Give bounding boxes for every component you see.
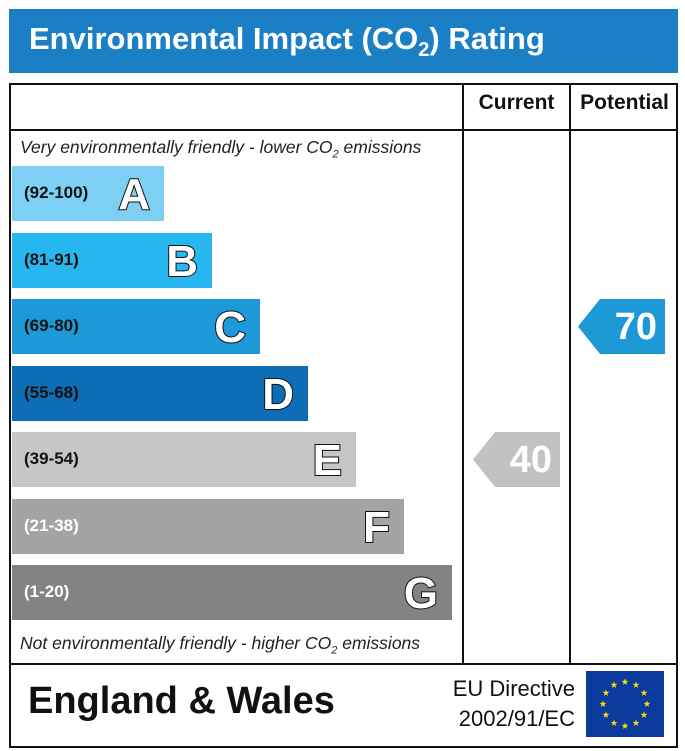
- divider-potential-left: [569, 83, 571, 665]
- band-range-label: (39-54): [24, 449, 79, 468]
- band-range-label: (81-91): [24, 249, 79, 269]
- footer-country: England & Wales: [28, 680, 335, 722]
- eu-flag-icon: [586, 671, 664, 737]
- eu-star-icon: [640, 689, 648, 696]
- eu-star-icon: [632, 681, 640, 688]
- eu-star-icon: [610, 719, 618, 726]
- band-letter-label: F: [362, 502, 391, 553]
- current-rating-arrow-value: 40: [509, 439, 552, 481]
- band-letter-label: E: [312, 435, 343, 486]
- potential-rating-arrow-value: 70: [614, 306, 657, 348]
- band-range-label: (55-68): [24, 382, 79, 402]
- band-range-label: (1-20): [24, 582, 70, 601]
- note-bottom: Not environmentally friendly - higher CO…: [20, 633, 421, 657]
- band-b: (81-91) B: [12, 232, 212, 288]
- band-letter-label: G: [403, 568, 439, 619]
- column-header-current: Current: [478, 91, 555, 114]
- band-letter-label: C: [213, 302, 247, 353]
- divider-current-left: [462, 83, 464, 665]
- eu-star-icon: [621, 722, 629, 729]
- footer-divider: [9, 663, 678, 665]
- eu-star-icon: [632, 719, 640, 726]
- title-bar: Environmental Impact (CO2) Rating: [9, 9, 678, 73]
- band-letter-label: D: [261, 369, 295, 420]
- band-e: (39-54) E: [12, 432, 356, 487]
- band-d: (55-68) D: [12, 365, 308, 421]
- eu-star-icon: [610, 681, 618, 688]
- chart-frame: [9, 83, 678, 748]
- band-letter-label: A: [117, 169, 151, 220]
- eu-star-icon: [640, 711, 648, 718]
- band-g: (1-20) G: [12, 565, 452, 620]
- eu-star-icon: [602, 711, 610, 718]
- eu-star-icon: [621, 678, 629, 685]
- current-rating-arrow-shape: [473, 432, 560, 487]
- footer-directive-line2: 2002/91/EC: [458, 706, 575, 731]
- chart-title: Environmental Impact (CO2) Rating: [29, 21, 545, 62]
- band-letter-label: B: [165, 236, 199, 287]
- eu-star-icon: [599, 700, 607, 707]
- eu-stars-icon: [599, 678, 651, 729]
- eu-star-icon: [602, 689, 610, 696]
- potential-rating-arrow: 70: [578, 299, 665, 354]
- band-f: (21-38) F: [12, 498, 404, 554]
- potential-rating-arrow-shape: [578, 299, 665, 354]
- band-range-label: (69-80): [24, 316, 79, 335]
- eu-star-icon: [643, 700, 651, 707]
- footer-directive-line1: EU Directive: [452, 676, 575, 701]
- band-c: (69-80) C: [12, 299, 260, 354]
- band-range-label: (92-100): [24, 183, 89, 202]
- header-divider: [9, 129, 678, 131]
- band-a: (92-100) A: [12, 166, 164, 221]
- current-rating-arrow: 40: [473, 432, 560, 487]
- column-header-potential: Potential: [580, 91, 669, 114]
- band-range-label: (21-38): [24, 515, 79, 535]
- note-top: Very environmentally friendly - lower CO…: [20, 137, 422, 161]
